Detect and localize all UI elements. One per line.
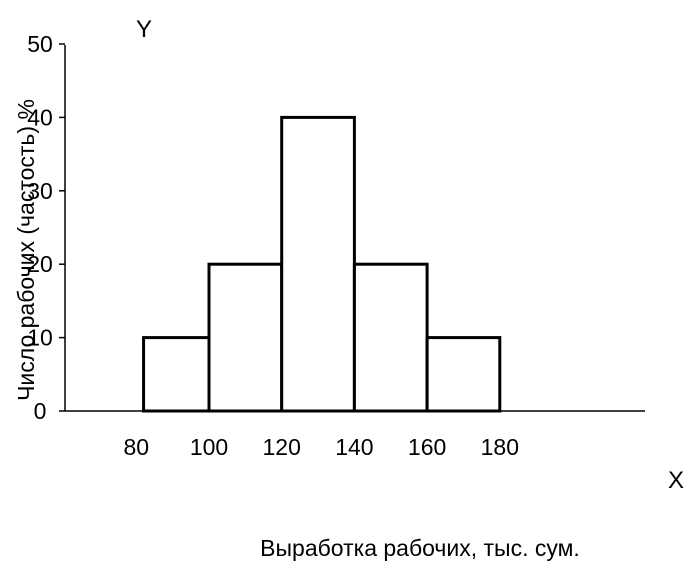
x-axis-label: Выработка рабочих, тыс. сум. (260, 535, 580, 561)
y-tick-label-10: 10 (27, 325, 53, 351)
y-tick-label-30: 30 (27, 178, 53, 204)
y-ticks-group: 0 10 20 30 40 50 (27, 31, 65, 424)
y-axis-letter: Y (136, 16, 152, 43)
bar-100-120 (207, 262, 284, 413)
bar-82-100 (142, 336, 211, 413)
x-tick-label-140: 140 (335, 434, 373, 460)
y-tick-label-20: 20 (27, 251, 53, 277)
x-ticks-group: 80 100 120 140 160 180 (124, 434, 519, 460)
x-tick-label-160: 160 (408, 434, 446, 460)
y-tick-label-40: 40 (27, 104, 53, 130)
y-tick-label-0: 0 (34, 398, 47, 424)
bars-group (142, 115, 502, 413)
axes-group (64, 45, 645, 412)
bar-140-160 (352, 262, 429, 413)
x-tick-label-80: 80 (124, 434, 150, 460)
bar-160-180 (425, 336, 502, 413)
x-tick-label-180: 180 (481, 434, 519, 460)
x-tick-label-120: 120 (263, 434, 301, 460)
x-axis-letter: X (668, 467, 684, 494)
y-axis-label: Число рабочих (частость) % (13, 99, 39, 401)
x-tick-label-100: 100 (190, 434, 228, 460)
y-tick-label-50: 50 (27, 31, 53, 57)
bar-120-140 (280, 115, 356, 413)
